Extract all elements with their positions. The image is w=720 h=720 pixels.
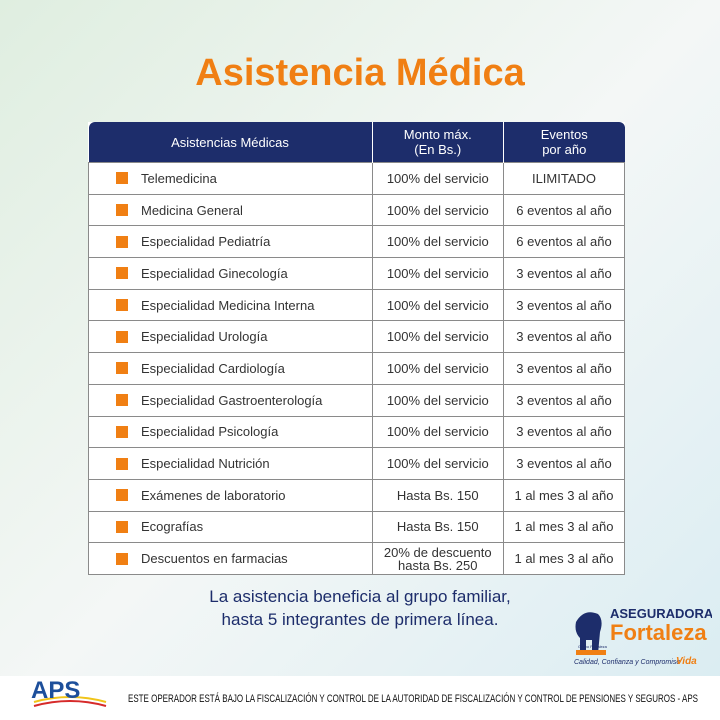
table-cell: 100% del servicio <box>371 383 505 417</box>
column-header: Monto máx. (En Bs.) <box>371 122 504 163</box>
title: Asistencia Médica <box>195 52 525 94</box>
table-cell: Especialidad Ginecología <box>88 257 373 290</box>
table-cell: Hasta Bs. 150 <box>371 478 505 512</box>
table-row: Especialidad Urología 100% del servicio 3 … <box>88 320 625 354</box>
bullet <box>116 520 128 533</box>
footer-brand: APS <box>31 677 80 704</box>
table-cell: 3 eventos al año <box>503 352 625 385</box>
table-cell: Descuentos en farmacias <box>88 542 373 575</box>
bullet <box>116 394 128 407</box>
table-cell: 20% de descuento hasta Bs. 250 <box>371 542 505 575</box>
column-header: Asistencias Médicas <box>88 122 373 163</box>
table-cell: 6 eventos al año <box>503 225 625 259</box>
table-row: Medicina General 100% del servicio 6 event… <box>88 193 625 227</box>
table-cell: 100% del servicio <box>371 225 505 259</box>
footer-text: ESTE OPERADOR ESTÁ BAJO LA FISCALIZACIÓN… <box>128 692 698 705</box>
bullet <box>116 552 128 565</box>
note-line: hasta 5 integrantes de primera línea. <box>221 610 499 629</box>
bullet <box>116 267 128 280</box>
table-cell: 3 eventos al año <box>503 257 625 290</box>
table-cell: 3 eventos al año <box>503 447 625 480</box>
table-cell: Medicina General <box>88 193 373 227</box>
table-cell: Especialidad Nutrición <box>88 447 373 480</box>
bullet <box>116 489 128 502</box>
bullet <box>116 172 128 185</box>
table-cell: 6 eventos al año <box>503 193 625 227</box>
bullet <box>116 425 128 438</box>
table-row: Especialidad Pediatría 100% del servicio 6… <box>88 225 625 259</box>
table-cell: 100% del servicio <box>371 352 505 385</box>
note-line: La asistencia beneficia al grupo familia… <box>209 587 511 606</box>
table-cell: Telemedicina <box>88 162 373 195</box>
table-cell: 1 al mes 3 al año <box>503 542 625 575</box>
table-row: Especialidad Gastroenterología 100% del s… <box>88 383 625 417</box>
logo-name: Fortaleza <box>610 620 707 645</box>
header-row: Asistencias Médicas Monto máx. (En Bs.) Ev… <box>88 122 625 163</box>
table-cell: Hasta Bs. 150 <box>371 510 505 544</box>
table: Asistencias Médicas Monto máx. (En Bs.) Ev… <box>88 122 625 575</box>
table-cell: 1 al mes 3 al año <box>503 510 625 544</box>
table-cell: 1 al mes 3 al año <box>503 478 625 512</box>
table-cell: 3 eventos al año <box>503 383 625 417</box>
logo-slogan: Calidad, Confianza y Compromiso <box>574 659 680 666</box>
table-row: Especialidad Nutrición 100% del servicio 3… <box>88 447 625 480</box>
bullet <box>116 362 128 375</box>
table-row: Ecografías Hasta Bs. 150 1 al mes 3 al año <box>88 510 625 544</box>
bullet <box>116 299 128 312</box>
table-cell: 100% del servicio <box>371 257 505 290</box>
logo-vida: Vida <box>676 656 697 667</box>
logo: ASEGURADORA Fortaleza Grupo Fortaleza Ca… <box>572 602 714 677</box>
table-row: Telemedicina 100% del servicio ILIMITADO <box>88 162 625 195</box>
table-cell: 100% del servicio <box>371 415 505 449</box>
table-cell: ILIMITADO <box>503 162 625 195</box>
table-cell: Exámenes de laboratorio <box>88 478 373 512</box>
bullet <box>116 204 128 217</box>
logo-group: Grupo Fortaleza <box>578 644 608 649</box>
bullet <box>116 330 128 343</box>
table-cell: 100% del servicio <box>371 162 505 195</box>
table-cell: Especialidad Gastroenterología <box>88 383 373 417</box>
table-cell: 100% del servicio <box>371 288 505 322</box>
footer-graphic: APS ESTE OPERADOR ESTÁ BAJO LA FISCALIZA… <box>31 677 698 707</box>
footer: APS ESTE OPERADOR ESTÁ BAJO LA FISCALIZA… <box>0 676 720 720</box>
table-cell: Especialidad Urología <box>88 320 373 354</box>
table-cell: 100% del servicio <box>371 193 505 227</box>
bullet <box>116 457 128 470</box>
logo-top: ASEGURADORA <box>610 606 712 621</box>
table-cell: Especialidad Psicología <box>88 415 373 449</box>
table-row: Especialidad Medicina Interna 100% del se… <box>88 288 625 322</box>
table-cell: Ecografías <box>88 510 373 544</box>
logo-graphic: ASEGURADORA Fortaleza Grupo Fortaleza Ca… <box>574 606 714 667</box>
table-cell: 100% del servicio <box>371 447 505 480</box>
table-row: Exámenes de laboratorio Hasta Bs. 150 1 al… <box>88 478 625 512</box>
column-header: Eventos por año <box>503 122 625 163</box>
bullet <box>116 235 128 248</box>
table-cell: 3 eventos al año <box>503 288 625 322</box>
table-cell: 100% del servicio <box>371 320 505 354</box>
note: La asistencia beneficia al grupo familia… <box>150 585 570 631</box>
table-row: Especialidad Psicología 100% del servicio… <box>88 415 625 449</box>
table-cell: 3 eventos al año <box>503 415 625 449</box>
table-cell: Especialidad Pediatría <box>88 225 373 259</box>
table-cell: Especialidad Cardiología <box>88 352 373 385</box>
table-cell: 3 eventos al año <box>503 320 625 354</box>
table-row: Descuentos en farmacias 20% de descuento … <box>88 542 625 575</box>
table-row: Especialidad Cardiología 100% del servici… <box>88 352 625 385</box>
table-row: Especialidad Ginecología 100% del servici… <box>88 257 625 290</box>
table-cell: Especialidad Medicina Interna <box>88 288 373 322</box>
